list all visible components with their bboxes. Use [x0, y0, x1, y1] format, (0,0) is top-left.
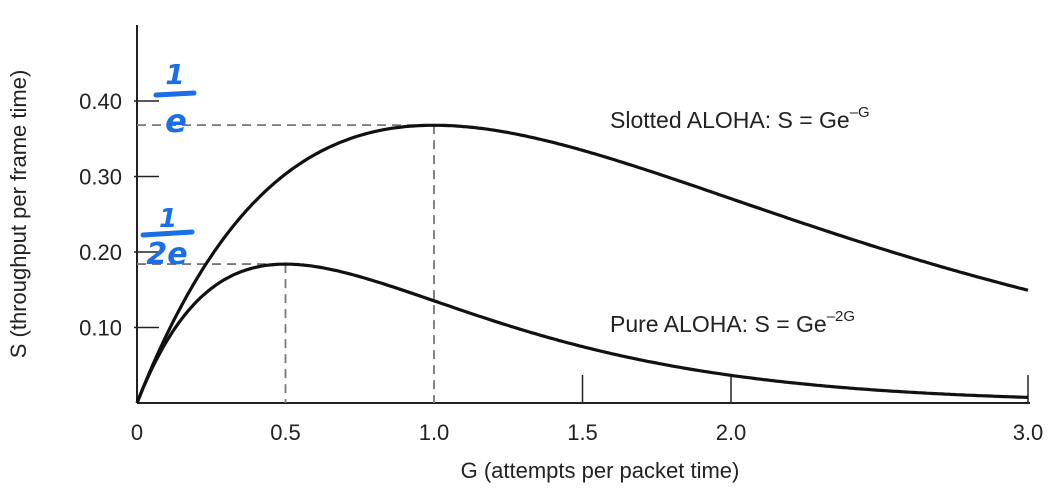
curves: [135, 123, 1029, 404]
axes: 0 0.5 1.0 1.5 2.0 3.0 0.10 0.20 0.30 0.40: [79, 25, 1043, 445]
annotation-denominator: 2e: [146, 237, 187, 272]
y-tick-label: 0.20: [79, 240, 122, 265]
slotted-aloha-curve: [135, 123, 1029, 404]
annotation-one-over-2e: 1 2e: [140, 204, 195, 272]
annotation-numerator: 1: [165, 58, 184, 91]
annotation-fraction-bar: [153, 90, 197, 98]
y-axis-title: S (throughput per frame time): [6, 70, 31, 359]
annotation-fraction-bar: [140, 229, 195, 238]
pure-aloha-curve: [135, 262, 1029, 404]
slotted-aloha-label: Slotted ALOHA: S = Ge–G: [610, 104, 870, 133]
annotation-numerator: 1: [159, 204, 177, 234]
y-tick-label: 0.30: [79, 165, 122, 190]
pure-aloha-label: Pure ALOHA: S = Ge–2G: [610, 308, 855, 337]
x-tick-label: 0: [131, 420, 143, 445]
peak-guides: [137, 124, 435, 403]
y-tick-label: 0.40: [79, 89, 122, 114]
annotation-one-over-e: 1 e: [153, 58, 197, 140]
x-tick-label: 0.5: [270, 420, 301, 445]
x-tick-label: 3.0: [1013, 420, 1044, 445]
x-tick-label: 1.5: [567, 420, 598, 445]
x-tick-label: 2.0: [716, 420, 747, 445]
x-axis-title: G (attempts per packet time): [461, 458, 740, 483]
annotation-denominator: e: [165, 102, 187, 140]
y-tick-label: 0.10: [79, 316, 122, 341]
x-tick-label: 1.0: [419, 420, 450, 445]
